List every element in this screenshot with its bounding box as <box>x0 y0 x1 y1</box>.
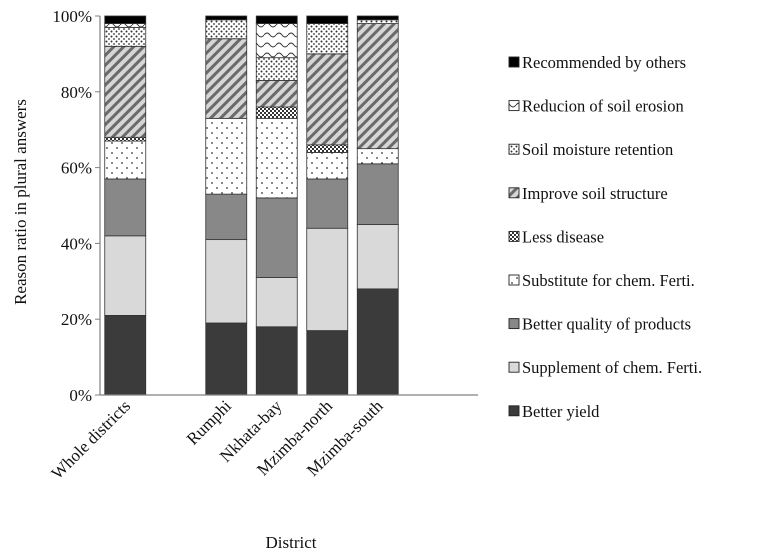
bar-segment-reducion-of-soil-erosion <box>255 23 298 59</box>
bar-segment-supplement-of-chem-ferti- <box>205 239 248 324</box>
bar-nkhata-bay <box>255 15 298 396</box>
legend-item: Less disease <box>508 227 604 246</box>
bar-segment-better-quality-of-products <box>356 163 399 225</box>
bar-segment-soil-moisture-retention <box>104 26 147 47</box>
y-tick-label: 80% <box>61 83 92 102</box>
bar-segment-substitute-for-chem-ferti- <box>104 140 147 180</box>
bar-segment-recommended-by-others <box>205 15 248 21</box>
bar-segment-better-quality-of-products <box>104 178 147 237</box>
bar-rumphi <box>205 15 248 396</box>
legend-swatch <box>508 143 520 155</box>
legend-label: Recommended by others <box>522 53 686 72</box>
legend-swatch <box>508 274 520 286</box>
legend-item: Soil moisture retention <box>508 140 673 159</box>
legend-item: Better yield <box>508 402 600 421</box>
bar-segment-better-yield <box>255 326 298 396</box>
x-axis-title: District <box>266 533 317 552</box>
bar-segment-substitute-for-chem-ferti- <box>306 152 349 180</box>
y-tick-label: 40% <box>61 234 92 253</box>
bar-segment-soil-moisture-retention <box>356 19 399 24</box>
legend-label: Less disease <box>522 227 604 246</box>
bar-segment-better-quality-of-products <box>255 197 298 278</box>
legend-item: Supplement of chem. Ferti. <box>508 358 702 377</box>
bar-segment-supplement-of-chem-ferti- <box>255 277 298 328</box>
legend-swatch <box>508 56 520 68</box>
axes <box>99 16 478 396</box>
legend-label: Improve soil structure <box>522 184 668 203</box>
legend-label: Substitute for chem. Ferti. <box>522 271 695 290</box>
bar-segment-less-disease <box>255 106 298 119</box>
legend-item: Recommended by others <box>508 53 686 72</box>
bar-segment-soil-moisture-retention <box>255 57 298 81</box>
bar-segment-better-quality-of-products <box>205 193 248 241</box>
legend-swatch <box>508 230 520 242</box>
legend-label: Supplement of chem. Ferti. <box>522 358 702 377</box>
bar-segment-supplement-of-chem-ferti- <box>104 235 147 316</box>
bar-segment-less-disease <box>306 144 349 153</box>
legend-swatch <box>508 318 520 330</box>
legend-swatch <box>508 100 520 112</box>
x-tick-label: Whole districts <box>48 396 135 483</box>
bar-segment-substitute-for-chem-ferti- <box>255 117 298 199</box>
legend-item: Better quality of products <box>508 315 691 334</box>
bar-segment-supplement-of-chem-ferti- <box>306 227 349 331</box>
bar-segment-less-disease <box>104 136 147 142</box>
bar-whole-districts <box>104 15 147 396</box>
bar-segment-improve-soil-structure <box>255 80 298 108</box>
y-tick-label: 100% <box>52 7 92 26</box>
bar-segment-soil-moisture-retention <box>306 23 349 55</box>
y-tick-label: 60% <box>61 159 92 178</box>
bar-mzimba-south <box>356 15 399 396</box>
legend-item: Improve soil structure <box>508 184 668 203</box>
y-tick-label: 0% <box>69 386 92 405</box>
legend-label: Better quality of products <box>522 315 691 334</box>
bar-segment-improve-soil-structure <box>104 45 147 138</box>
bar-segment-better-yield <box>356 288 399 396</box>
bar-segment-better-yield <box>306 330 349 396</box>
legend-label: Soil moisture retention <box>522 140 673 159</box>
bar-segment-improve-soil-structure <box>205 38 248 119</box>
legend-swatch <box>508 187 520 199</box>
legend-item: Substitute for chem. Ferti. <box>508 271 695 290</box>
legend-swatch <box>508 361 520 373</box>
legend-label: Reducion of soil erosion <box>522 97 684 116</box>
bar-segment-improve-soil-structure <box>306 53 349 146</box>
y-tick-label: 20% <box>61 310 92 329</box>
legend-swatch <box>508 405 520 417</box>
bar-segment-supplement-of-chem-ferti- <box>356 224 399 290</box>
bar-segment-substitute-for-chem-ferti- <box>356 148 399 165</box>
bar-segment-improve-soil-structure <box>356 23 399 150</box>
legend: Recommended by others Reducion of soil er… <box>508 53 702 421</box>
bar-segment-recommended-by-others <box>104 15 147 24</box>
bar-segment-recommended-by-others <box>255 15 298 24</box>
bar-segment-reducion-of-soil-erosion <box>104 23 147 28</box>
bar-segment-soil-moisture-retention <box>205 19 248 40</box>
y-axis-title: Reason ratio in plural answers <box>11 99 30 305</box>
bar-segment-better-quality-of-products <box>306 178 349 229</box>
legend-label: Better yield <box>522 402 600 421</box>
bar-segment-recommended-by-others <box>306 15 349 24</box>
y-axis-ticks: 0% 20% 40% 60% 80% 100% <box>52 7 100 405</box>
bar-segment-recommended-by-others <box>356 15 399 21</box>
x-axis-ticks: Whole districts RumphiNkhata-bayMzimba-no… <box>48 396 387 483</box>
legend-item: Reducion of soil erosion <box>508 97 684 116</box>
bars <box>104 15 399 396</box>
bar-mzimba-north <box>306 15 349 396</box>
bar-segment-better-yield <box>205 322 248 396</box>
bar-segment-substitute-for-chem-ferti- <box>205 117 248 195</box>
bar-segment-better-yield <box>104 315 147 396</box>
